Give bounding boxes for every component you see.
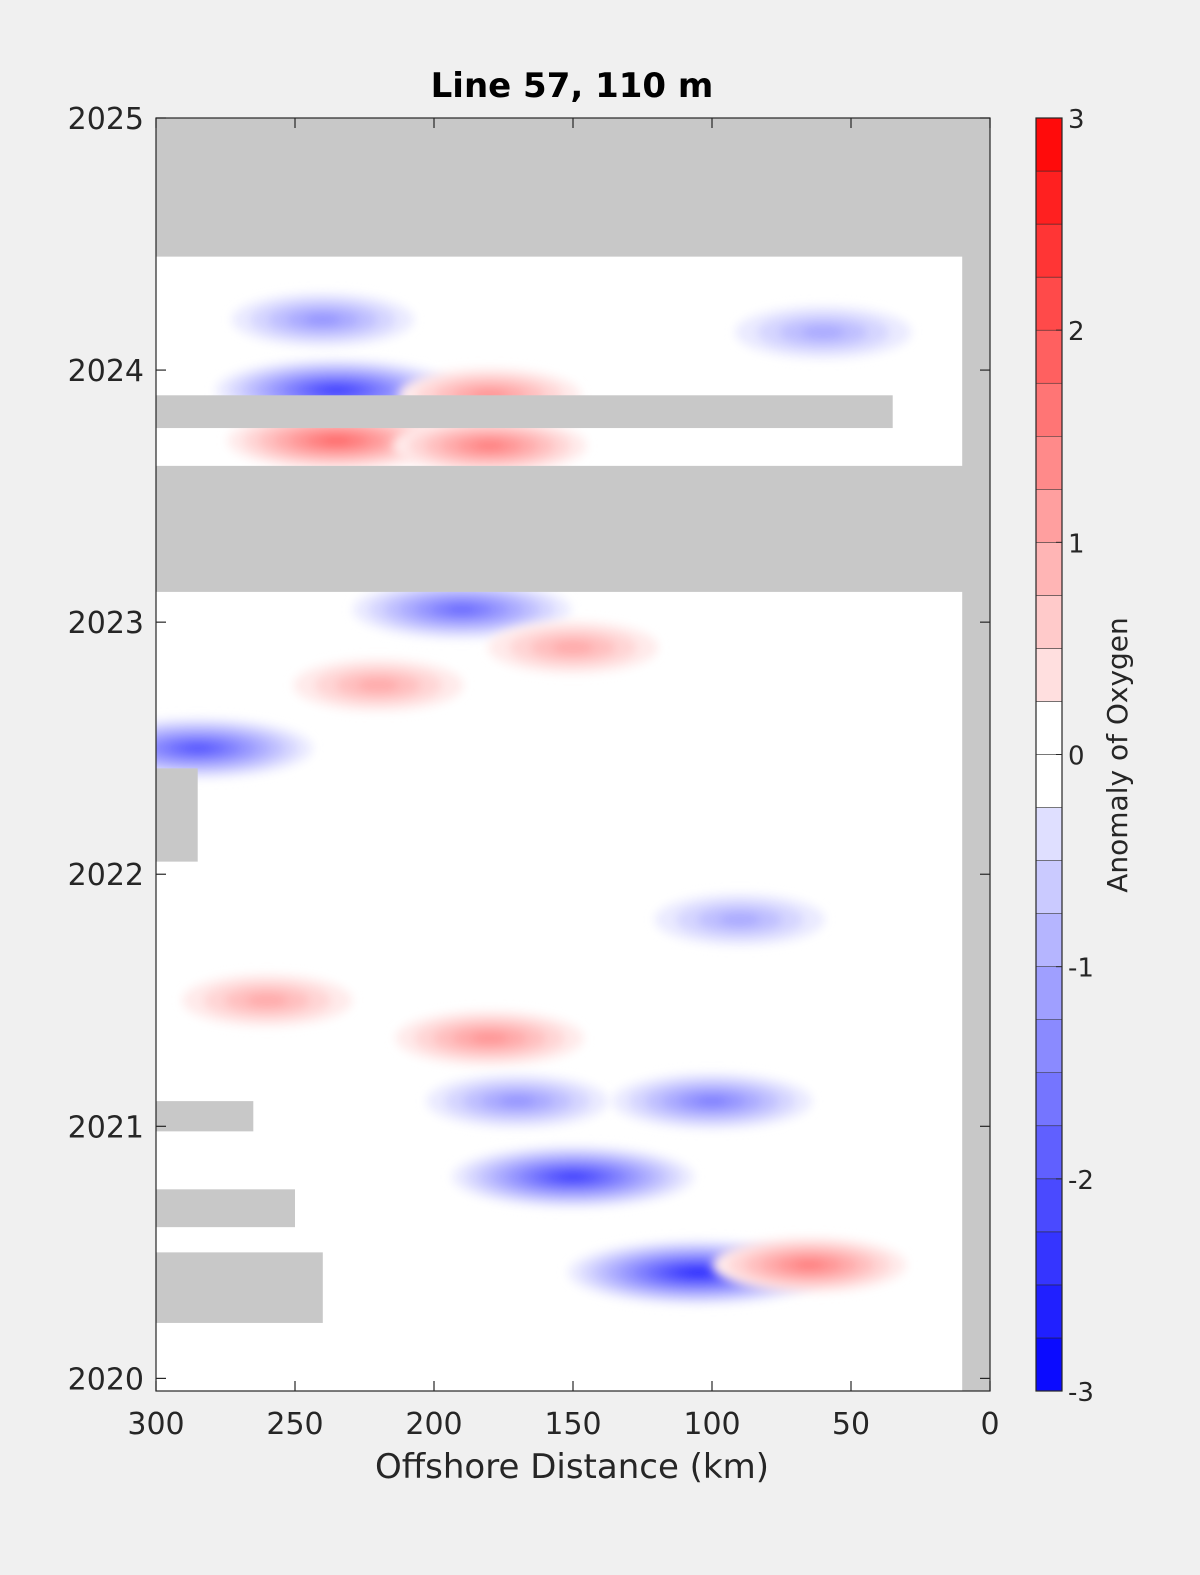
anomaly-feature <box>156 718 313 779</box>
y-tick-label: 2020 <box>68 1362 144 1397</box>
no-data-region <box>156 118 990 257</box>
colorbar-tick-label: -3 <box>1068 1378 1094 1408</box>
colorbar-tick-label: 2 <box>1068 317 1085 347</box>
contour-level <box>245 993 289 1007</box>
colorbar-segment <box>1035 1231 1063 1286</box>
y-tick-label: 2023 <box>68 606 144 641</box>
x-tick-label: 50 <box>832 1407 870 1442</box>
colorbar-segment <box>1035 329 1063 384</box>
no-data-region <box>156 395 893 429</box>
anomaly-feature <box>654 893 825 946</box>
no-data-region <box>156 1252 323 1323</box>
anomaly-feature <box>352 580 571 639</box>
colorbar-segment <box>1035 1284 1063 1339</box>
no-data-region <box>962 118 990 1391</box>
colorbar-tick-label: 3 <box>1068 105 1085 135</box>
colorbar-tick-label: -2 <box>1068 1166 1094 1196</box>
x-tick-label: 300 <box>127 1407 184 1442</box>
x-tick-label: 100 <box>683 1407 740 1442</box>
y-tick-label: 2022 <box>68 858 144 893</box>
colorbar-segment <box>1035 1072 1063 1127</box>
colorbar-segment <box>1035 966 1063 1020</box>
y-axis-ticks: 2020 2021 2022 2023 2024 2025 <box>68 102 990 1397</box>
colorbar-segment <box>1035 382 1063 437</box>
colorbar-segment <box>1035 860 1063 914</box>
x-tick-label: 0 <box>980 1407 999 1442</box>
x-tick-label: 150 <box>544 1407 601 1442</box>
anomaly-feature <box>293 659 464 712</box>
anomaly-feature <box>231 292 414 347</box>
anomaly-feature <box>712 1237 907 1293</box>
colorbar-segment <box>1035 754 1063 808</box>
colorbar-segment <box>1035 648 1063 702</box>
colorbar-segment <box>1035 595 1063 649</box>
anomaly-feature <box>488 621 658 674</box>
colorbar-segment <box>1035 1178 1063 1233</box>
no-data-regions <box>156 118 990 1391</box>
contour-level <box>323 386 351 394</box>
contour-level <box>304 314 341 326</box>
colorbar-segment <box>1035 276 1063 331</box>
colorbar-segment <box>1035 913 1063 967</box>
contour-level <box>559 1173 587 1181</box>
anomaly-feature <box>735 305 912 359</box>
contour-level <box>473 441 506 451</box>
colorbar-segment <box>1035 170 1063 225</box>
x-axis-ticks: 300 250 200 150 100 50 0 <box>127 118 1000 1442</box>
anomaly-feature <box>395 1010 584 1066</box>
colorbar-label: Anomaly of Oxygen <box>1101 617 1134 893</box>
no-data-region <box>156 1189 295 1228</box>
anomaly-feature <box>612 1073 812 1130</box>
contour-level <box>793 1260 826 1270</box>
no-data-region <box>156 1101 254 1132</box>
contour-level <box>801 325 846 339</box>
contour-level <box>357 678 400 692</box>
contour-level <box>183 744 213 752</box>
contour-level <box>685 1269 712 1276</box>
y-tick-label: 2024 <box>68 354 144 389</box>
colorbar-segment <box>1035 223 1063 278</box>
plot-area: 300 250 200 150 100 50 0 202020212022202320242… <box>68 102 1000 1442</box>
colorbar-segment <box>1035 1019 1063 1073</box>
x-tick-label: 250 <box>266 1407 323 1442</box>
x-axis-label: Offshore Distance (km) <box>375 1447 769 1487</box>
anomaly-feature <box>392 418 587 474</box>
colorbar-segment <box>1035 1125 1063 1180</box>
colorbar-segment <box>1035 489 1063 543</box>
chart-title: Line 57, 110 m <box>431 66 714 106</box>
colorbar-segment <box>1035 1337 1063 1392</box>
colorbar-segment <box>1035 807 1063 861</box>
y-tick-label: 2021 <box>68 1110 144 1145</box>
colorbar-tick-label: 1 <box>1068 529 1085 559</box>
no-data-region <box>156 465 990 592</box>
x-tick-label: 200 <box>405 1407 462 1442</box>
colorbar-segment <box>1035 117 1063 172</box>
contour-level <box>446 605 478 614</box>
anomaly-feature <box>452 1145 694 1208</box>
anomaly-feature <box>426 1074 609 1128</box>
colorbar-tick-label: 0 <box>1068 742 1085 772</box>
y-tick-label: 2025 <box>68 102 144 137</box>
contour-level <box>499 1095 536 1107</box>
anomaly-feature <box>182 974 353 1027</box>
contour-level <box>470 1032 509 1044</box>
colorbar: -3 -2 -1 0 1 2 3 <box>1035 105 1094 1408</box>
contour-level <box>718 913 762 927</box>
contour-level <box>551 640 595 654</box>
contour-level <box>321 436 353 445</box>
contour-level <box>695 1096 729 1106</box>
colorbar-segment <box>1035 701 1063 755</box>
no-data-region <box>156 768 198 862</box>
colorbar-segment <box>1035 436 1063 490</box>
colorbar-tick-label: -1 <box>1068 954 1094 984</box>
colorbar-segment <box>1035 542 1063 596</box>
